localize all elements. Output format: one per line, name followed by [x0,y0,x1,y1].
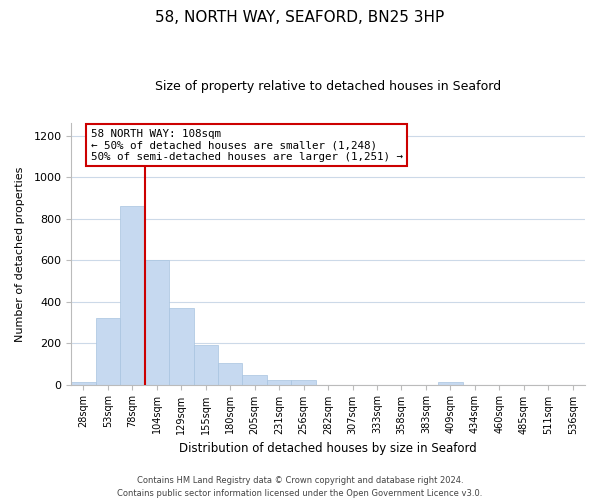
Bar [242,375,267,384]
Text: 58 NORTH WAY: 108sqm
← 50% of detached houses are smaller (1,248)
50% of semi-de: 58 NORTH WAY: 108sqm ← 50% of detached h… [91,128,403,162]
Bar [169,308,194,384]
Bar [120,206,145,384]
Bar [95,318,120,384]
Text: Contains HM Land Registry data © Crown copyright and database right 2024.
Contai: Contains HM Land Registry data © Crown c… [118,476,482,498]
Bar [194,345,218,385]
Bar [71,382,95,384]
X-axis label: Distribution of detached houses by size in Seaford: Distribution of detached houses by size … [179,442,477,455]
Bar [267,380,292,384]
Title: Size of property relative to detached houses in Seaford: Size of property relative to detached ho… [155,80,501,93]
Bar [218,363,242,384]
Bar [438,382,463,384]
Text: 58, NORTH WAY, SEAFORD, BN25 3HP: 58, NORTH WAY, SEAFORD, BN25 3HP [155,10,445,25]
Bar [292,380,316,384]
Bar [145,260,169,384]
Y-axis label: Number of detached properties: Number of detached properties [15,166,25,342]
